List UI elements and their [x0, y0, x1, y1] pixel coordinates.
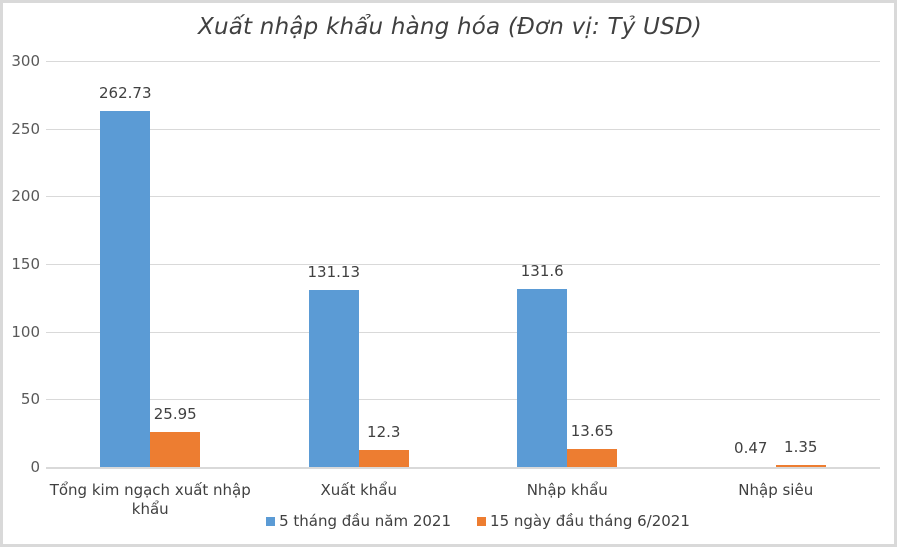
data-label: 13.65: [570, 421, 614, 440]
bar-series1: [517, 288, 568, 467]
chart-title: Xuất nhập khẩu hàng hóa (Đơn vị: Tỷ USD): [198, 14, 702, 40]
x-category-label-line: khẩu: [131, 500, 169, 518]
gridline: [46, 196, 880, 198]
legend-label: 15 ngày đầu tháng 6/2021: [490, 512, 690, 530]
y-tick-label: 0: [30, 458, 40, 476]
x-category-label: Xuất khẩu: [255, 481, 464, 500]
bar-series1: [100, 111, 151, 467]
gridline: [46, 331, 880, 333]
legend-label: 5 tháng đầu năm 2021: [279, 512, 452, 530]
gridline: [46, 264, 880, 265]
legend-item-series1[interactable]: 5 tháng đầu năm 2021: [266, 512, 451, 530]
data-label: 131.13: [307, 262, 361, 281]
x-category-label-line: Tổng kim ngạch xuất nhập: [49, 481, 251, 499]
y-tick-label: 300: [11, 52, 40, 70]
data-label: 262.73: [99, 84, 152, 103]
x-category-label: Nhập siêu: [672, 481, 881, 500]
y-tick-label: 100: [11, 322, 40, 341]
x-category-label-line: Nhập siêu: [738, 481, 814, 499]
x-category-label: Tổng kim ngạch xuất nhập khẩu: [46, 481, 255, 519]
x-axis-line: [46, 467, 880, 469]
bar-series2: [775, 465, 826, 467]
data-label: 0.47: [734, 439, 768, 457]
x-category-label-line: Xuất khẩu: [320, 481, 398, 499]
y-tick-label: 50: [20, 390, 40, 409]
data-label: 131.6: [520, 261, 564, 280]
gridline: [46, 128, 880, 130]
gridline: [46, 399, 880, 401]
gridline: [46, 61, 880, 62]
legend-swatch-icon: [266, 516, 276, 526]
bar-series2: [567, 448, 618, 467]
data-label: 25.95: [153, 404, 197, 423]
data-label: 1.35: [784, 438, 818, 457]
x-category-label: Nhập khẩu: [463, 481, 672, 500]
legend: 5 tháng đầu năm 2021 15 ngày đầu tháng 6/…: [0, 512, 900, 530]
y-tick-label: 150: [11, 255, 40, 273]
y-tick-label: 200: [11, 187, 40, 206]
data-label: 12.3: [367, 423, 401, 442]
x-category-label-line: Nhập khẩu: [526, 481, 608, 499]
bar-series1: [308, 289, 359, 467]
bar-series2: [150, 431, 201, 467]
y-tick-label: 250: [11, 119, 40, 138]
legend-swatch-icon: [477, 516, 487, 526]
legend-item-series2[interactable]: 15 ngày đầu tháng 6/2021: [477, 512, 690, 530]
bar-series2: [358, 450, 409, 467]
